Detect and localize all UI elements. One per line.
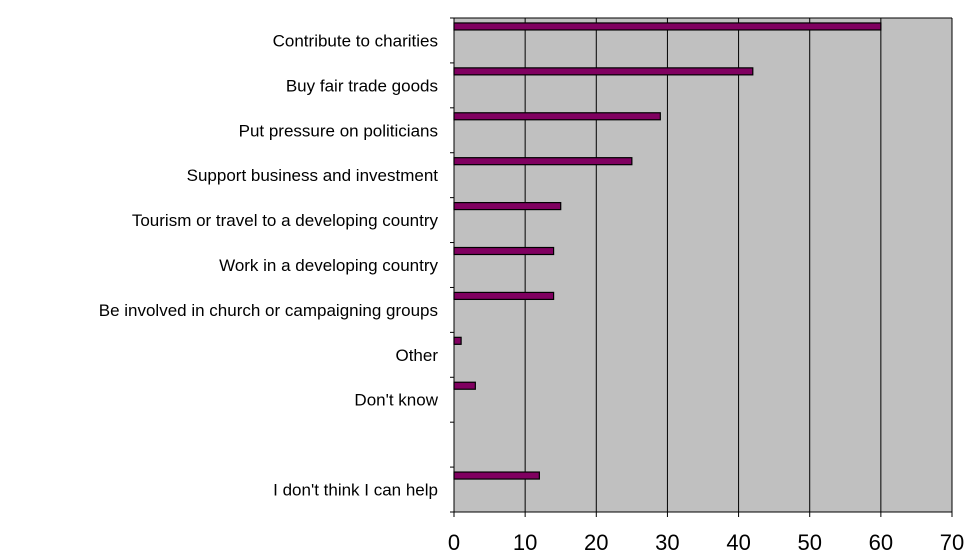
bar xyxy=(453,381,476,390)
category-label: Work in a developing country xyxy=(219,256,438,275)
axes xyxy=(450,17,953,517)
x-tick-label: 50 xyxy=(797,530,821,555)
bar xyxy=(453,246,555,256)
bar xyxy=(453,67,754,76)
x-tick-label: 70 xyxy=(940,530,964,555)
category-label: Other xyxy=(395,346,438,365)
category-label: Don't know xyxy=(354,391,438,410)
x-tick-labels: 0 10 20 30 40 50 60 70 xyxy=(448,530,964,555)
category-label: Support business and investment xyxy=(187,166,439,185)
category-label: Be involved in church or campaigning gro… xyxy=(99,301,438,320)
x-tick-label: 30 xyxy=(655,530,679,555)
category-label: Tourism or travel to a developing countr… xyxy=(132,211,439,230)
x-tick-label: 40 xyxy=(726,530,750,555)
bar xyxy=(453,157,633,166)
bar xyxy=(453,112,661,121)
category-label: I don't think I can help xyxy=(273,481,438,500)
category-label: Contribute to charities xyxy=(273,31,438,50)
x-tick-label: 0 xyxy=(448,530,460,555)
x-tick-label: 10 xyxy=(513,530,537,555)
bar xyxy=(453,22,882,31)
bar xyxy=(453,471,540,480)
category-label: Put pressure on politicians xyxy=(239,121,438,140)
category-labels: Contribute to charities Buy fair trade go… xyxy=(99,31,439,499)
x-tick-label: 60 xyxy=(869,530,893,555)
bar xyxy=(453,291,555,301)
plot-area xyxy=(454,18,952,512)
category-label: Buy fair trade goods xyxy=(286,76,438,95)
bar xyxy=(453,201,562,211)
bar xyxy=(453,336,462,345)
x-tick-label: 20 xyxy=(584,530,608,555)
